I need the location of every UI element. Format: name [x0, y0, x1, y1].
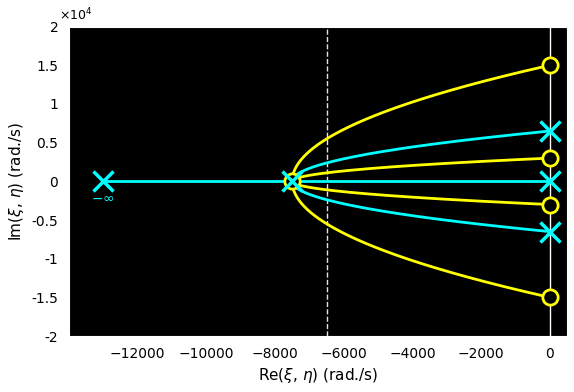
Y-axis label: Im($\xi$, $\eta$) (rad./s): Im($\xi$, $\eta$) (rad./s): [7, 122, 26, 241]
Text: $\times 10^4$: $\times 10^4$: [59, 7, 92, 24]
Text: $-\infty$: $-\infty$: [91, 191, 115, 205]
X-axis label: Re($\xi$, $\eta$) (rad./s): Re($\xi$, $\eta$) (rad./s): [258, 366, 378, 385]
